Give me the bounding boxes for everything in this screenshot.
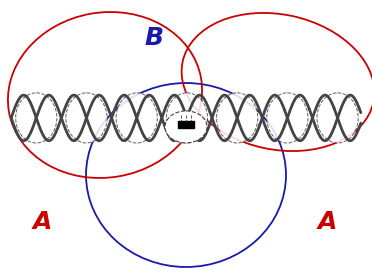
Text: B: B	[145, 25, 164, 50]
Ellipse shape	[217, 93, 258, 143]
Ellipse shape	[317, 93, 358, 143]
Ellipse shape	[165, 111, 207, 143]
Ellipse shape	[16, 93, 57, 143]
Text: A: A	[33, 210, 52, 234]
Text: A: A	[318, 210, 337, 234]
Ellipse shape	[116, 93, 157, 143]
Ellipse shape	[267, 93, 308, 143]
Ellipse shape	[166, 93, 208, 143]
Ellipse shape	[66, 93, 107, 143]
Bar	[178, 121, 194, 128]
